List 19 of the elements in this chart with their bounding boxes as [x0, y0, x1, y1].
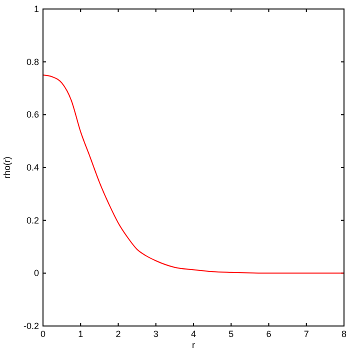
x-tick-label: 1	[78, 329, 84, 339]
y-tick-label: 0.2	[26, 215, 39, 226]
x-tick-label: 2	[116, 329, 121, 339]
x-axis-title: r	[192, 340, 195, 349]
line-series	[42, 74, 344, 274]
x-tick-label: 4	[190, 329, 196, 339]
y-axis-title: rho(r)	[2, 156, 12, 178]
y-tick-label: 0.8	[26, 56, 39, 67]
x-tick-label: 6	[266, 329, 272, 339]
x-tick-label: 5	[228, 329, 234, 339]
y-tick-label: 0.6	[26, 110, 39, 120]
y-tick-label: 0.4	[26, 162, 39, 172]
y-tick-label: 1	[34, 4, 39, 14]
y-tick-label: 0	[34, 268, 39, 278]
x-tick-label: 7	[304, 329, 309, 339]
x-tick-label: 0	[40, 329, 46, 339]
x-tick-label: 8	[341, 329, 347, 339]
x-tick-label: 3	[153, 329, 158, 339]
y-tick-label: -0.2	[23, 321, 39, 331]
